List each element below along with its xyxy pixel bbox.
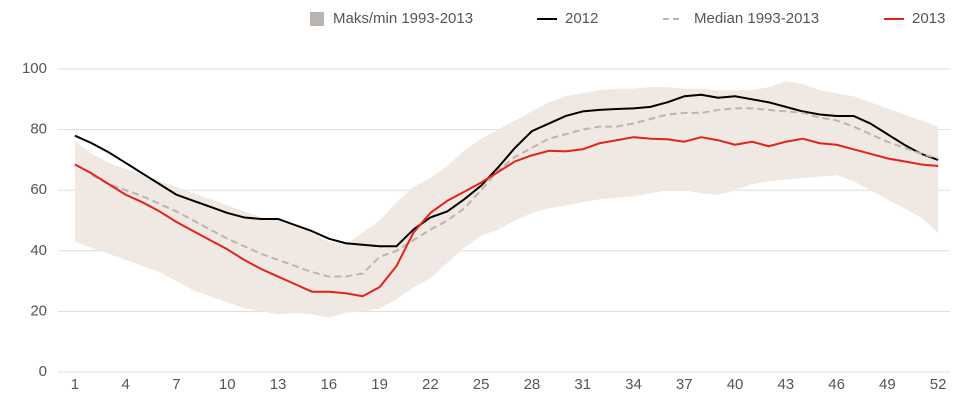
x-tick-label: 34	[625, 376, 642, 393]
x-tick-label: 40	[727, 376, 744, 393]
x-tick-label: 4	[122, 376, 130, 393]
line-series	[74, 136, 939, 298]
x-tick-label: 16	[320, 376, 337, 393]
legend-label: Median 1993-2013	[694, 10, 819, 27]
x-tick-label: 31	[574, 376, 591, 393]
x-tick-label: 43	[777, 376, 794, 393]
legend-label: 2012	[565, 10, 598, 27]
legend-swatch	[310, 12, 324, 26]
x-tick-label: 49	[879, 376, 896, 393]
x-tick-label: 7	[172, 376, 180, 393]
line-series	[74, 93, 939, 248]
range-band	[74, 81, 939, 318]
x-tick-label: 46	[828, 376, 845, 393]
x-tick-label: 37	[676, 376, 693, 393]
x-tick-label: 10	[219, 376, 236, 393]
x-tick-label: 52	[930, 376, 947, 393]
x-tick-label: 1	[71, 376, 79, 393]
x-tick-label: 25	[473, 376, 490, 393]
legend-label: 2013	[912, 10, 945, 27]
line-series	[91, 107, 939, 278]
y-tick-label: 60	[30, 181, 47, 198]
y-tick-label: 80	[30, 121, 47, 138]
x-tick-label: 13	[270, 376, 287, 393]
legend-label: Maks/min 1993-2013	[333, 10, 473, 27]
x-tick-label: 28	[524, 376, 541, 393]
x-tick-label: 22	[422, 376, 439, 393]
y-tick-label: 100	[22, 60, 47, 77]
y-tick-label: 20	[30, 302, 47, 319]
x-tick-label: 19	[371, 376, 388, 393]
y-tick-label: 40	[30, 242, 47, 259]
y-tick-label: 0	[39, 363, 47, 380]
